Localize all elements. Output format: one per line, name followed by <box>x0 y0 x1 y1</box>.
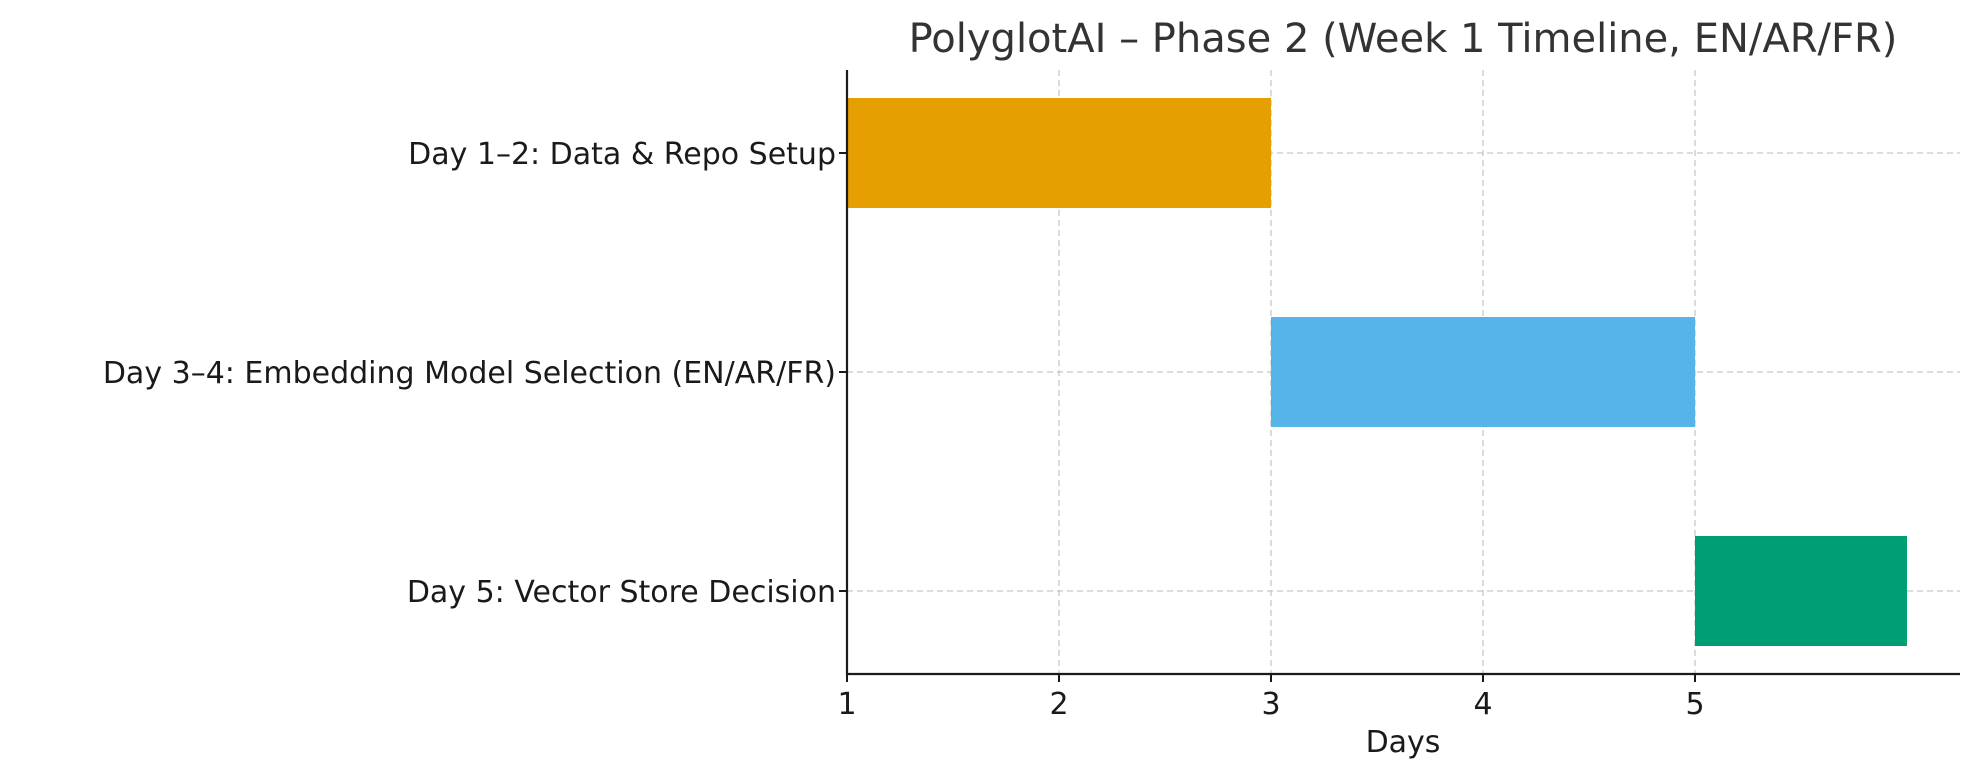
x-tick-label: 1 <box>837 687 856 722</box>
label-layer: 1 2 3 4 5 Day 1–2: Data & Repo Setup Day 3–4: … <box>103 137 1705 722</box>
task-bar <box>1695 536 1907 646</box>
chart-title: PolyglotAI – Phase 2 (Week 1 Timeline, E… <box>909 16 1898 62</box>
x-axis-label: Days <box>1366 725 1441 760</box>
x-tick-label: 2 <box>1049 687 1068 722</box>
axis-layer <box>839 70 1960 682</box>
x-tick-label: 5 <box>1685 687 1704 722</box>
task-bar <box>1271 317 1695 427</box>
x-tick-label: 3 <box>1261 687 1280 722</box>
task-bar <box>847 98 1271 208</box>
x-tick-label: 4 <box>1473 687 1492 722</box>
task-label: Day 5: Vector Store Decision <box>407 575 836 610</box>
task-label: Day 3–4: Embedding Model Selection (EN/A… <box>103 356 836 391</box>
task-label: Day 1–2: Data & Repo Setup <box>408 137 836 172</box>
bar-layer <box>847 98 1907 646</box>
